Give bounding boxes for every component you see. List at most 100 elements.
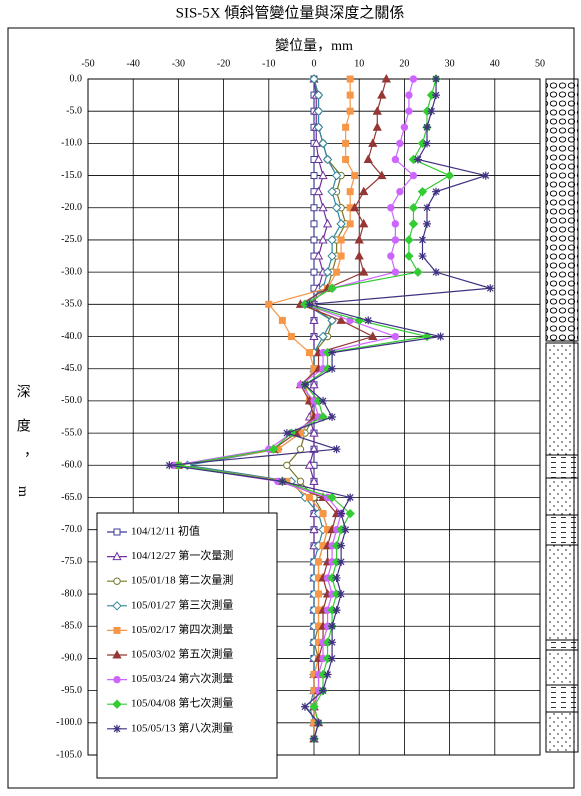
marker bbox=[350, 202, 360, 212]
y-tick-label: -30.0 bbox=[61, 266, 82, 277]
marker bbox=[346, 220, 354, 228]
marker bbox=[418, 252, 427, 261]
marker bbox=[387, 252, 395, 260]
marker bbox=[331, 170, 342, 181]
marker bbox=[427, 107, 436, 116]
y-tick-label: -20.0 bbox=[61, 202, 82, 213]
legend-label: 104/12/27 第一次量測 bbox=[131, 548, 233, 562]
x-tick-label: 0 bbox=[312, 58, 317, 69]
marker bbox=[310, 204, 318, 212]
marker bbox=[327, 235, 337, 245]
marker bbox=[377, 170, 387, 180]
marker bbox=[432, 187, 441, 196]
marker bbox=[287, 333, 295, 341]
marker bbox=[328, 364, 337, 373]
marker bbox=[409, 75, 418, 83]
marker bbox=[310, 172, 318, 180]
marker bbox=[327, 283, 337, 293]
marker bbox=[112, 699, 122, 709]
marker bbox=[327, 251, 337, 261]
marker bbox=[405, 91, 413, 99]
marker bbox=[342, 155, 350, 163]
marker bbox=[363, 154, 373, 163]
marker bbox=[327, 186, 337, 197]
marker bbox=[305, 349, 313, 357]
marker bbox=[409, 171, 418, 180]
y-tick-label: -90.0 bbox=[61, 653, 82, 664]
marker bbox=[113, 626, 121, 634]
marker bbox=[408, 203, 419, 213]
marker bbox=[112, 649, 122, 659]
x-tick-label: 50 bbox=[535, 58, 545, 69]
marker bbox=[413, 155, 422, 164]
y-tick-label: -80.0 bbox=[61, 588, 82, 599]
y-tick-label: -10.0 bbox=[61, 138, 82, 149]
marker bbox=[377, 90, 387, 99]
marker bbox=[354, 250, 364, 260]
marker bbox=[309, 428, 319, 437]
y-tick-label: -70.0 bbox=[61, 524, 82, 535]
marker bbox=[328, 654, 337, 663]
marker bbox=[345, 508, 355, 519]
marker bbox=[391, 220, 400, 228]
soil-column bbox=[545, 78, 579, 753]
y-tick-label: -105.0 bbox=[56, 749, 82, 760]
x-tick-label: -10 bbox=[262, 58, 275, 69]
marker bbox=[436, 332, 445, 341]
marker bbox=[319, 686, 328, 695]
frame bbox=[7, 27, 575, 789]
marker bbox=[486, 284, 495, 293]
marker bbox=[113, 577, 121, 585]
marker bbox=[309, 524, 319, 534]
marker bbox=[332, 606, 341, 615]
marker bbox=[342, 123, 350, 131]
marker bbox=[391, 332, 400, 341]
marker bbox=[346, 493, 355, 502]
x-tick-label: -40 bbox=[127, 58, 140, 69]
y-tick-label: -5.0 bbox=[66, 105, 82, 116]
marker bbox=[319, 510, 327, 518]
marker bbox=[396, 187, 404, 196]
marker bbox=[432, 75, 441, 83]
x-tick-label: 10 bbox=[354, 58, 364, 69]
x-axis-label: 變位量，mm bbox=[275, 38, 353, 54]
legend-label: 105/01/18 第二次量測 bbox=[131, 573, 233, 587]
y-tick-label: -40.0 bbox=[61, 331, 82, 342]
marker bbox=[391, 155, 400, 164]
marker bbox=[359, 186, 369, 196]
marker bbox=[313, 90, 324, 100]
marker bbox=[300, 702, 309, 711]
marker bbox=[423, 123, 431, 132]
marker bbox=[113, 724, 121, 733]
marker bbox=[328, 348, 337, 357]
marker bbox=[381, 73, 391, 83]
legend-label: 105/04/08 第七次測量 bbox=[131, 696, 233, 710]
marker bbox=[283, 461, 291, 469]
marker bbox=[113, 528, 121, 536]
marker bbox=[391, 236, 400, 244]
marker bbox=[310, 734, 318, 743]
marker bbox=[318, 331, 328, 342]
marker bbox=[432, 268, 441, 277]
y-tick-label: -55.0 bbox=[61, 427, 82, 438]
marker bbox=[336, 315, 346, 324]
marker bbox=[337, 557, 346, 566]
marker bbox=[368, 331, 378, 341]
marker bbox=[296, 445, 305, 453]
marker bbox=[359, 218, 369, 228]
marker bbox=[418, 235, 427, 244]
y-tick-label: -25.0 bbox=[61, 234, 82, 245]
marker bbox=[423, 219, 431, 228]
marker bbox=[305, 300, 314, 309]
legend-label: 105/02/17 第四次測量 bbox=[131, 622, 233, 636]
y-tick-label: -95.0 bbox=[61, 685, 82, 696]
marker bbox=[328, 413, 337, 421]
marker bbox=[404, 251, 414, 261]
marker bbox=[313, 122, 324, 132]
marker bbox=[322, 154, 333, 165]
marker bbox=[318, 138, 328, 149]
legend-label: 105/03/02 第五次測量 bbox=[131, 647, 233, 661]
marker bbox=[396, 139, 404, 148]
marker bbox=[432, 91, 441, 100]
